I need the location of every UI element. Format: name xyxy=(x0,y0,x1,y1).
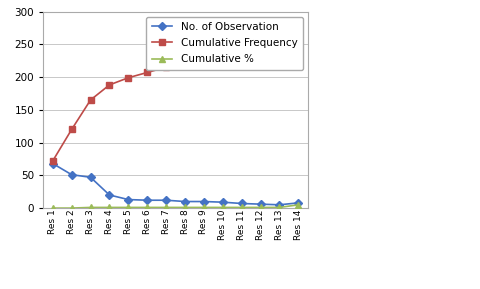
No. of Observation xyxy=(295,201,300,205)
No. of Observation xyxy=(144,199,150,202)
No. of Observation xyxy=(219,201,225,204)
Cumulative % xyxy=(125,206,131,209)
No. of Observation xyxy=(125,198,131,201)
Cumulative Frequency xyxy=(50,159,56,163)
Cumulative Frequency xyxy=(69,128,74,131)
No. of Observation xyxy=(69,173,74,176)
Cumulative Frequency xyxy=(182,61,188,64)
Cumulative % xyxy=(87,206,93,209)
Cumulative % xyxy=(295,203,300,207)
No. of Observation xyxy=(163,199,168,202)
Cumulative Frequency xyxy=(163,66,168,69)
Cumulative % xyxy=(163,206,168,209)
Cumulative % xyxy=(219,206,225,209)
Legend: No. of Observation, Cumulative Frequency, Cumulative %: No. of Observation, Cumulative Frequency… xyxy=(146,17,302,70)
Cumulative % xyxy=(238,206,244,209)
Cumulative % xyxy=(69,206,74,210)
Line: Cumulative Frequency: Cumulative Frequency xyxy=(50,42,300,164)
Cumulative Frequency xyxy=(219,52,225,56)
Cumulative Frequency xyxy=(295,42,300,46)
Cumulative % xyxy=(257,206,263,209)
Line: Cumulative %: Cumulative % xyxy=(50,202,300,211)
Line: No. of Observation: No. of Observation xyxy=(50,161,300,208)
No. of Observation xyxy=(257,202,263,206)
Cumulative Frequency xyxy=(87,98,93,102)
Cumulative % xyxy=(50,206,56,210)
Cumulative Frequency xyxy=(201,57,206,60)
Cumulative Frequency xyxy=(276,44,282,47)
Cumulative Frequency xyxy=(144,71,150,74)
Cumulative Frequency xyxy=(257,47,263,50)
Cumulative Frequency xyxy=(125,76,131,79)
No. of Observation xyxy=(238,202,244,205)
Cumulative % xyxy=(276,206,282,209)
Cumulative % xyxy=(144,206,150,209)
Cumulative Frequency xyxy=(106,83,112,87)
No. of Observation xyxy=(201,200,206,203)
Cumulative % xyxy=(201,206,206,209)
Cumulative % xyxy=(182,206,188,209)
No. of Observation xyxy=(87,175,93,179)
No. of Observation xyxy=(182,200,188,203)
No. of Observation xyxy=(106,193,112,197)
Cumulative % xyxy=(106,206,112,209)
No. of Observation xyxy=(276,203,282,207)
Cumulative Frequency xyxy=(238,49,244,53)
No. of Observation xyxy=(50,162,56,165)
